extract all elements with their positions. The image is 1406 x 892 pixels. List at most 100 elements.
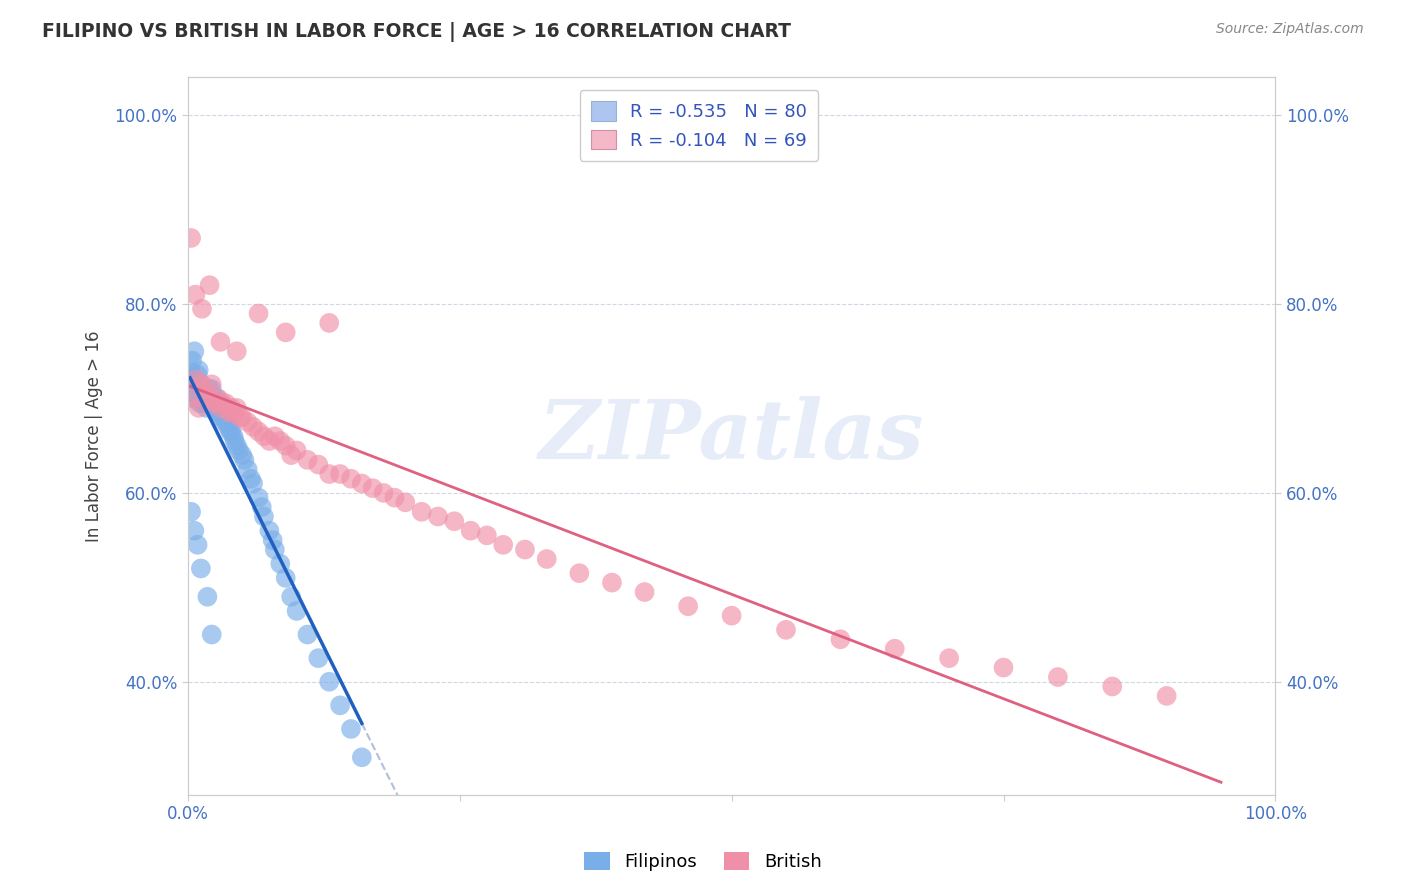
Point (242, 476, 264, 491)
Text: Source: ZipAtlas.com: Source: ZipAtlas.com (1216, 22, 1364, 37)
Point (197, 392, 219, 406)
Point (247, 491, 270, 505)
Point (318, 467, 340, 481)
Point (720, 608, 742, 623)
Point (181, 392, 204, 406)
Point (180, 373, 202, 387)
Point (224, 434, 246, 448)
Point (239, 472, 262, 486)
Point (218, 406, 240, 420)
Text: FILIPINO VS BRITISH IN LABOR FORCE | AGE > 16 CORRELATION CHART: FILIPINO VS BRITISH IN LABOR FORCE | AGE… (42, 22, 792, 42)
Point (269, 557, 291, 571)
Point (179, 363, 201, 377)
Point (373, 486, 395, 500)
Legend: R = -0.535   N = 80, R = -0.104   N = 69: R = -0.535 N = 80, R = -0.104 N = 69 (579, 90, 818, 161)
Point (676, 599, 699, 614)
Point (195, 401, 218, 415)
Point (183, 524, 205, 538)
Point (513, 542, 536, 557)
Point (209, 406, 232, 420)
Point (340, 472, 363, 486)
Point (211, 410, 233, 425)
Text: ZIPatlas: ZIPatlas (538, 396, 924, 476)
Point (263, 542, 285, 557)
Point (262, 533, 284, 548)
Point (184, 287, 207, 301)
Point (236, 415, 259, 429)
Point (225, 401, 247, 415)
Point (350, 750, 373, 764)
Point (350, 476, 373, 491)
Point (186, 373, 208, 387)
Point (475, 528, 498, 542)
Point (883, 641, 905, 656)
Point (568, 566, 591, 581)
Point (198, 396, 221, 410)
Point (183, 344, 205, 359)
Point (250, 500, 273, 514)
Point (225, 344, 247, 359)
Point (285, 443, 308, 458)
Point (492, 538, 515, 552)
Point (229, 410, 252, 425)
Point (1101, 680, 1123, 694)
Point (193, 382, 215, 396)
Point (269, 434, 291, 448)
Point (193, 386, 215, 401)
Point (190, 561, 212, 575)
Point (180, 231, 202, 245)
Point (190, 377, 212, 392)
Point (190, 382, 212, 396)
Point (307, 651, 329, 665)
Point (280, 590, 302, 604)
Point (231, 410, 253, 425)
Point (259, 434, 281, 448)
Point (297, 453, 319, 467)
Point (219, 425, 242, 439)
Point (247, 425, 270, 439)
Point (193, 396, 215, 410)
Point (211, 406, 233, 420)
Point (200, 392, 222, 406)
Point (217, 419, 239, 434)
Point (830, 632, 852, 647)
Point (198, 392, 221, 406)
Point (191, 377, 214, 392)
Point (186, 377, 208, 392)
Legend: Filipinos, British: Filipinos, British (578, 845, 828, 879)
Point (209, 401, 232, 415)
Point (191, 392, 214, 406)
Y-axis label: In Labor Force | Age > 16: In Labor Force | Age > 16 (86, 331, 103, 542)
Point (228, 443, 250, 458)
Point (212, 410, 235, 425)
Point (181, 353, 204, 368)
Point (184, 373, 207, 387)
Point (443, 514, 465, 528)
Point (202, 396, 225, 410)
Point (209, 396, 232, 410)
Point (253, 509, 276, 524)
Point (201, 627, 224, 641)
Point (211, 396, 233, 410)
Point (215, 396, 238, 410)
Point (236, 462, 259, 476)
Point (218, 415, 240, 429)
Point (938, 651, 960, 665)
Point (280, 448, 302, 462)
Point (427, 509, 450, 524)
Point (225, 439, 247, 453)
Point (197, 392, 219, 406)
Point (329, 467, 352, 481)
Point (259, 524, 281, 538)
Point (205, 392, 228, 406)
Point (187, 392, 209, 406)
Point (201, 396, 224, 410)
Point (394, 495, 416, 509)
Point (253, 429, 276, 443)
Point (194, 392, 217, 406)
Point (231, 448, 253, 462)
Point (187, 368, 209, 382)
Point (191, 396, 214, 410)
Point (411, 505, 433, 519)
Point (181, 382, 204, 396)
